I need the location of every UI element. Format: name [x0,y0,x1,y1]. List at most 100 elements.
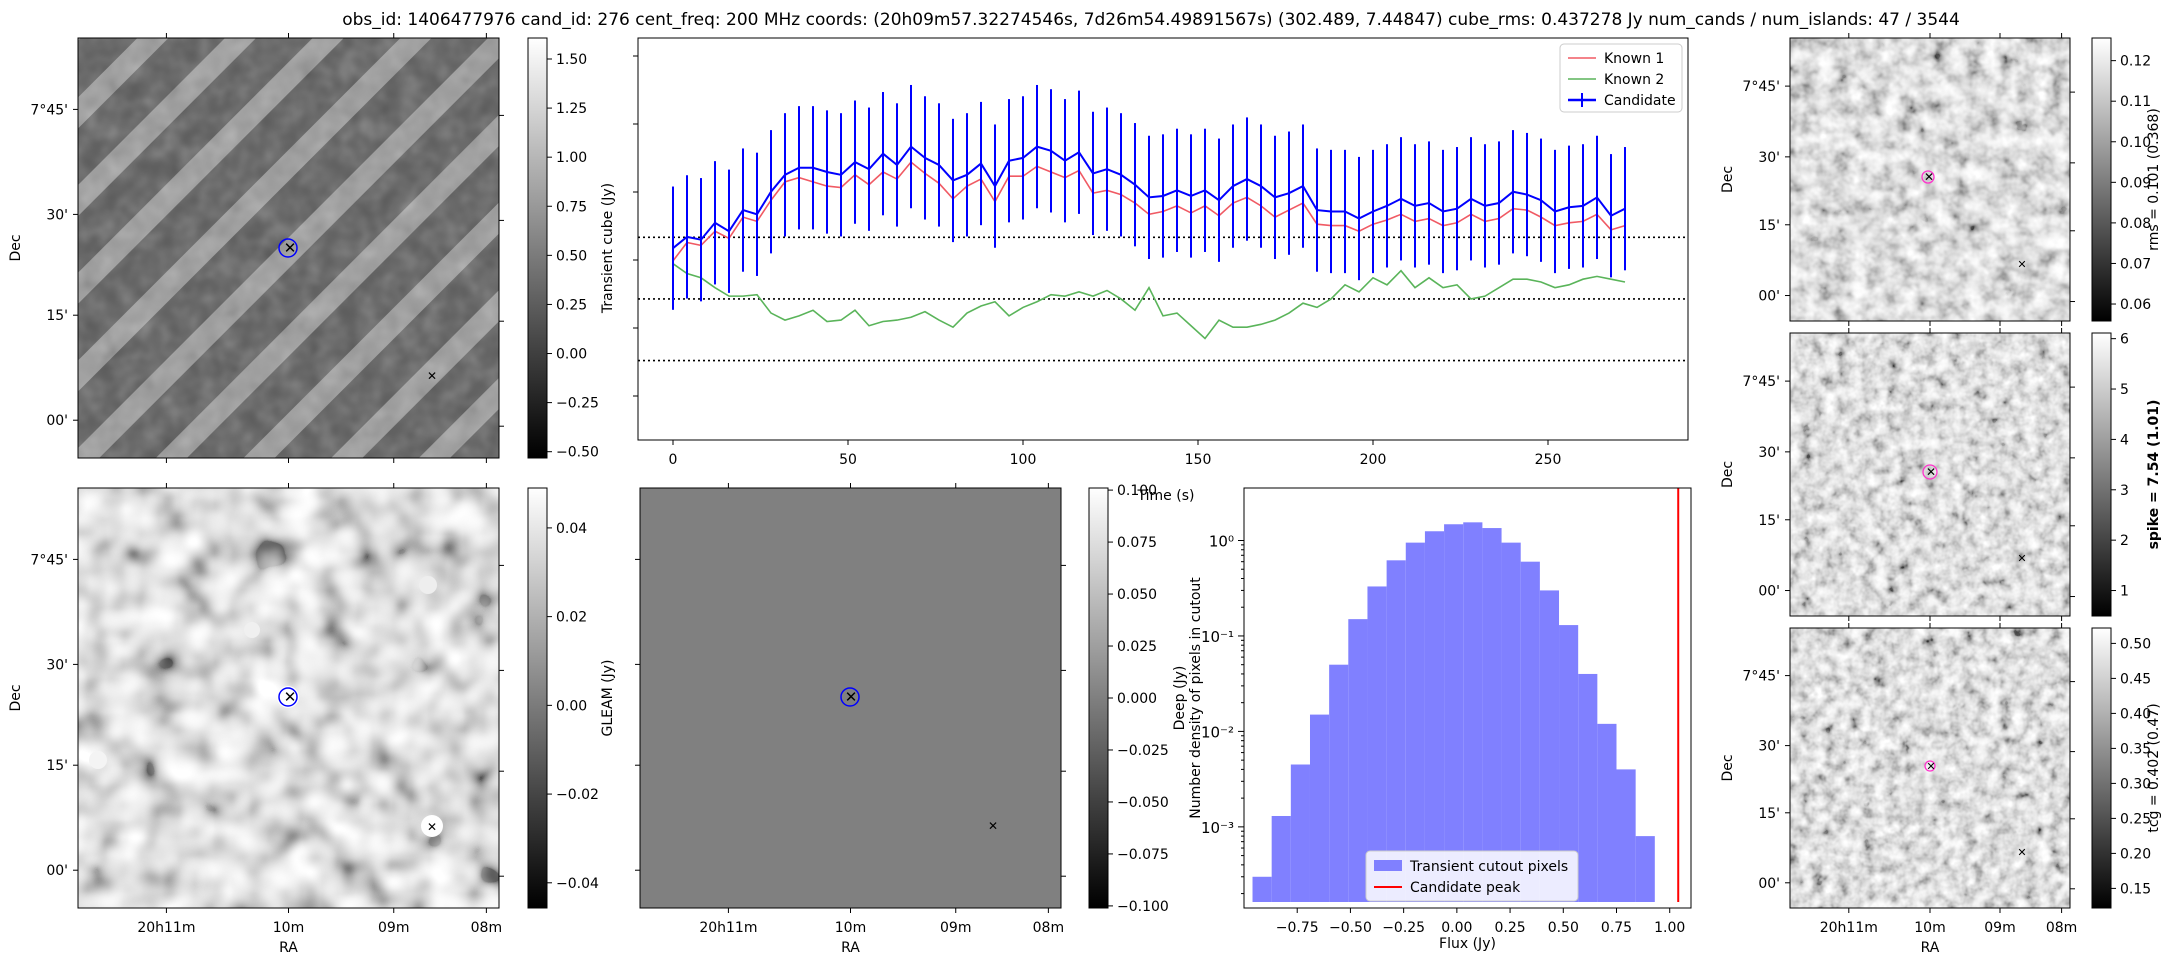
ra-tick-label: 09m [940,920,971,936]
x-tick-label: 0.50 [1548,920,1579,936]
candidate-marker: ✕ [284,239,297,257]
colorbar-tick-label: 1 [2120,584,2129,600]
transient-image-panel: ✕ ✕ [77,37,500,459]
gleam-image-panel: ✕ ✕ [77,487,500,909]
colorbar-tick-label: 0.11 [2120,94,2151,110]
ra-tick-label: 20h11m [1820,920,1878,936]
known-source-marker: ✕ [2017,552,2026,565]
tcg-image [1790,628,2070,908]
x-tick-label: 150 [1185,452,1212,468]
colorbar-tick-label: 4 [2120,432,2129,448]
dec-tick-label: 30' [1758,739,1780,755]
legend-box [1365,850,1579,902]
histogram-bar [1252,876,1272,902]
histogram-panel: −0.75 −0.50 −0.25 0.00 0.25 0.50 0.75 1.00 10⁰ 10… [1188,487,1692,952]
colorbar-tick-label: −0.075 [1117,847,1169,863]
histogram-bar [1578,673,1598,902]
colorbar-tick-label: −0.25 [556,396,599,412]
histogram-bar [1520,561,1540,902]
dec-tick-label: 7°45' [1742,669,1780,685]
colorbar-tick-label: 0.20 [2120,846,2151,862]
histogram-bar [1539,590,1560,902]
colorbar-tick-label: 0.25 [2120,811,2151,827]
colorbar-tick-label: 0.075 [1117,535,1157,551]
colorbar-tick-label: −0.050 [1117,795,1169,811]
colorbar-tick-label: 0.50 [556,248,587,264]
colorbar-label: tcg = 0.402 (0.47) [2146,703,2162,832]
legend-box [1559,43,1683,113]
colorbar-tick-label: −0.04 [556,876,599,892]
dec-axis-label: Dec [8,234,24,261]
known-source-marker: ✕ [2017,258,2026,271]
dec-tick-label: 15' [1758,218,1780,234]
candidate-marker: ✕ [1924,170,1934,184]
colorbar [2091,37,2112,322]
x-tick-label: −0.75 [1276,920,1319,936]
known-source-marker: ✕ [427,369,437,383]
histogram-bar [1309,714,1330,902]
dec-tick-label: 30' [1758,150,1780,166]
colorbar [2091,627,2112,909]
candidate-marker: ✕ [845,688,858,706]
histogram-bar [1463,522,1483,902]
ra-tick-label: 20h11m [137,920,195,936]
colorbar [527,487,548,909]
ra-tick-label: 10m [835,920,866,936]
ra-axis-label: RA [1921,940,1940,956]
colorbar-label: rms = 0.101 (0.368) [2146,108,2162,251]
colorbar-tick-label: 0.09 [2120,175,2151,191]
ra-axis-label: RA [841,940,860,956]
colorbar-tick-label: 0.02 [556,610,587,626]
x-tick-label: −0.25 [1382,920,1425,936]
candidate-contour [278,238,298,258]
colorbar-tick-label: −0.025 [1117,743,1169,759]
figure-title: obs_id: 1406477976 cand_id: 276 cent_fre… [342,10,1960,30]
colorbar-tick-label: 0.025 [1117,639,1157,655]
colorbar-label: spike = 7.54 (1.01) [2146,400,2162,550]
candidate-marker: ✕ [1926,760,1935,773]
y-tick-label: 10⁻¹ [1201,628,1234,646]
histogram-bar [1348,619,1368,902]
colorbar-tick-label: 0.07 [2120,256,2151,272]
colorbar-tick-label: 0.06 [2120,297,2151,313]
dec-tick-label: 7°45' [1742,374,1780,390]
ra-tick-label: 20h11m [699,920,757,936]
ra-tick-label: 08m [1033,920,1064,936]
colorbar-tick-label: 5 [2120,382,2129,398]
dec-axis-label: Dec [1720,754,1736,781]
light-curve-panel: 0 50 100 150 200 250 Time (s) Known 1 Known 2 C… [633,37,1689,504]
histogram-xlabel: Flux (Jy) [1439,936,1496,952]
dec-axis-label: Dec [8,684,24,711]
y-tick-label: 10⁰ [1209,533,1234,551]
colorbar-tick-label: 6 [2120,332,2129,348]
y-tick-label: 10⁻² [1201,723,1234,741]
dec-tick-label: 30' [1758,445,1780,461]
x-tick-label: 0.75 [1601,920,1632,936]
light-curve-xlabel: Time (s) [1137,488,1195,504]
dec-tick-label: 30' [46,207,68,223]
rms-image [1790,38,2070,321]
candidate-contour [1921,170,1935,184]
histogram-bar [1271,815,1291,902]
tcg-image-panel: ✕ ✕ [1789,627,2071,909]
dec-axis-label: Dec [1720,461,1736,488]
dec-tick-label: 00' [46,863,68,879]
colorbar-tick-label: 0.75 [556,199,587,215]
colorbar-tick-label: 0.100 [1117,483,1157,499]
histogram-bar [1405,542,1425,902]
ra-axis-label: RA [279,940,298,956]
colorbar [527,37,548,459]
series-known-2 [672,263,1626,340]
dec-tick-label: 30' [46,657,68,673]
colorbar-tick-label: 1.50 [556,52,587,68]
histogram-bar [1559,625,1579,902]
ra-tick-label: 08m [471,920,502,936]
colorbars: 1.50 1.25 1.00 0.75 0.50 0.25 0.00 −0.25 −0.50 Tr… [527,37,2162,915]
colorbar-tick-label: −0.100 [1117,899,1169,915]
colorbar-tick-label: 1.25 [556,101,587,117]
colorbar-label: GLEAM (Jy) [600,660,616,737]
colorbar-tick-label: 0.25 [556,297,587,313]
legend-label: Known 1 [1604,51,1664,67]
histogram-bar [1444,524,1464,902]
